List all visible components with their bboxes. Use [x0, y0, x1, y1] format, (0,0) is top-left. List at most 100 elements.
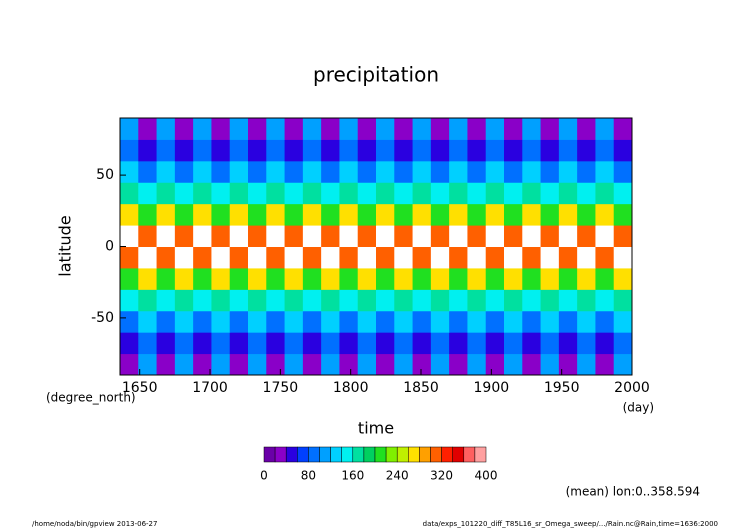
cell: [394, 225, 414, 247]
cell: [430, 332, 450, 355]
cell: [321, 118, 340, 140]
cell: [376, 182, 395, 205]
cell: [321, 332, 340, 355]
cell: [558, 139, 578, 162]
cell: [540, 118, 560, 140]
colorbar-cell: [374, 446, 387, 463]
cell: [138, 225, 158, 247]
cell: [449, 118, 468, 140]
cell: [193, 203, 212, 226]
cell: [467, 182, 487, 205]
cell: [595, 267, 615, 290]
cell: [120, 310, 139, 333]
colorbar-cell: [319, 446, 331, 463]
cell: [558, 289, 578, 312]
colorbar-cell: [352, 446, 365, 463]
colorbar-cell: [419, 446, 431, 463]
cell: [394, 118, 414, 140]
cell: [376, 310, 395, 333]
cell: [394, 160, 414, 183]
cell: [229, 332, 249, 355]
cell: [613, 267, 633, 290]
cell: [430, 160, 450, 183]
cell: [394, 182, 414, 205]
cell: [193, 332, 212, 355]
cell: [174, 139, 194, 162]
cell: [248, 139, 267, 162]
cell: [284, 246, 304, 269]
cell: [229, 160, 249, 183]
colorbar-cell: [408, 446, 420, 463]
cell: [449, 353, 468, 376]
cell: [211, 267, 231, 290]
cell: [577, 203, 596, 226]
cell: [577, 246, 596, 269]
cell: [266, 353, 286, 376]
cell: [248, 182, 267, 205]
cell: [376, 203, 395, 226]
cell: [193, 225, 212, 247]
cell: [485, 332, 505, 355]
cell: [284, 332, 304, 355]
colorbar-cell: [285, 446, 298, 463]
cell: [193, 246, 212, 269]
cell: [613, 225, 633, 247]
cell: [357, 310, 377, 333]
cell: [321, 203, 340, 226]
cell: [138, 267, 158, 290]
cell: [412, 203, 432, 226]
cell: [430, 139, 450, 162]
cell: [467, 267, 487, 290]
cell: [430, 246, 450, 269]
cell: [174, 332, 194, 355]
cell: [138, 353, 158, 376]
cell: [595, 289, 615, 312]
cell: [485, 182, 505, 205]
cell: [485, 139, 505, 162]
cell: [522, 289, 542, 312]
cell: [540, 203, 560, 226]
cell: [394, 332, 414, 355]
colorbar-cell: [452, 446, 465, 463]
cell: [467, 246, 487, 269]
cell: [577, 332, 596, 355]
cell: [504, 353, 523, 376]
cell: [467, 289, 487, 312]
cell: [613, 118, 633, 140]
cell: [430, 310, 450, 333]
cell: [248, 332, 267, 355]
cell: [540, 332, 560, 355]
cell: [174, 160, 194, 183]
cell: [211, 160, 231, 183]
cell: [266, 225, 286, 247]
cell: [467, 310, 487, 333]
cell: [376, 246, 395, 269]
cell: [412, 267, 432, 290]
cell: [138, 118, 158, 140]
colorbar-cell: [341, 446, 354, 463]
cell: [522, 225, 542, 247]
cell: [376, 332, 395, 355]
cell: [248, 310, 267, 333]
cell: [284, 353, 304, 376]
cell: [558, 353, 578, 376]
cell: [120, 160, 139, 183]
x-tick-label: 1750: [263, 380, 299, 396]
cell: [321, 246, 340, 269]
cell: [485, 246, 505, 269]
cell: [522, 118, 542, 140]
cell: [504, 289, 523, 312]
cell: [120, 225, 139, 247]
y-tick-label: 0: [105, 239, 114, 255]
cell: [120, 332, 139, 355]
cell: [156, 310, 176, 333]
cell: [174, 310, 194, 333]
cell: [138, 139, 158, 162]
colorbar-cell: [463, 446, 476, 463]
cell: [613, 353, 633, 376]
cell: [302, 267, 322, 290]
cell: [174, 289, 194, 312]
cell: [595, 139, 615, 162]
cell: [120, 353, 139, 376]
cell: [504, 332, 523, 355]
